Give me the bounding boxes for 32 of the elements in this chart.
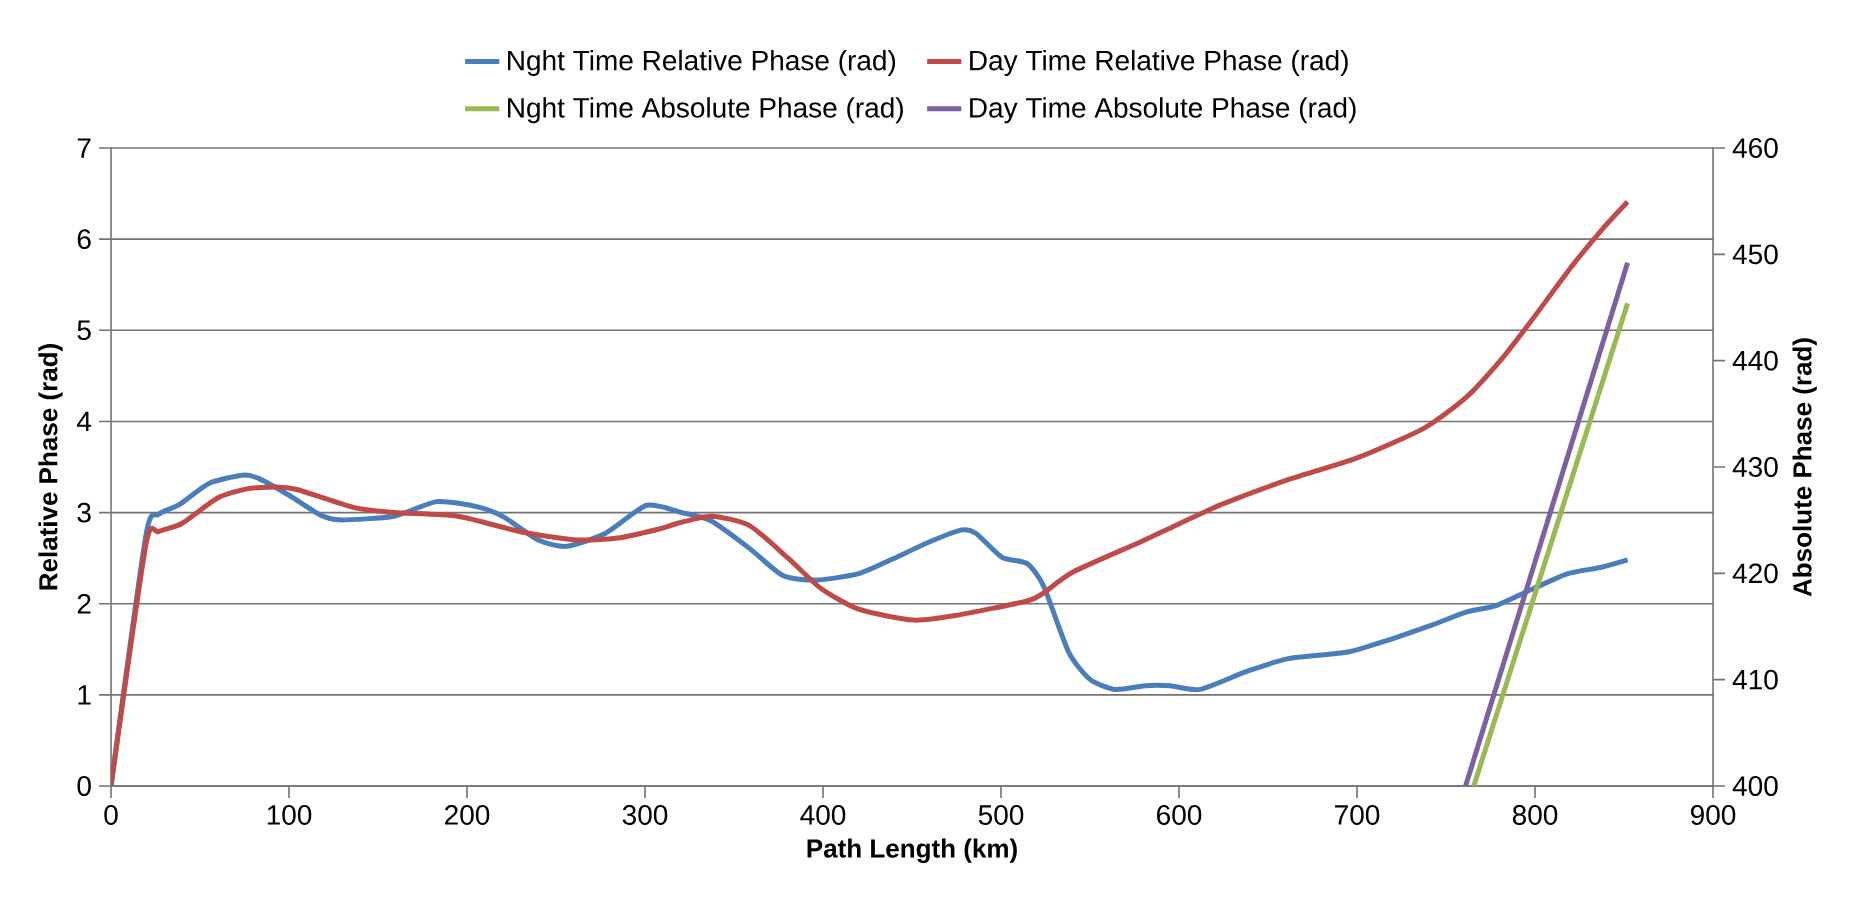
y-tick-label: 7: [77, 138, 91, 158]
x-tick-label: 700: [1335, 805, 1380, 825]
y-tick-label: 6: [77, 229, 91, 250]
y-tick-label: 1: [78, 685, 91, 705]
x-tick-label: 600: [1157, 805, 1202, 825]
y2-tick-label: 440: [1732, 350, 1778, 371]
y2-tick-label: 400: [1732, 776, 1778, 796]
x-tick-label: 900: [1690, 805, 1736, 825]
y2-tick-label: 460: [1732, 138, 1778, 158]
x-axis-title: Path Length (km): [807, 838, 1017, 863]
x-tick-label: 500: [978, 805, 1024, 825]
y2-axis-title: Absolute Phase (rad): [1792, 338, 1817, 597]
y-axis-title: Relative Phase (rad): [38, 344, 63, 590]
y2-tick-label: 420: [1732, 563, 1778, 584]
x-tick-label: 0: [104, 805, 118, 825]
y2-tick-label: 410: [1732, 669, 1778, 690]
x-tick-label: 800: [1512, 805, 1558, 825]
y-tick-label: 0: [77, 776, 91, 796]
x-tick-label: 200: [445, 805, 490, 825]
y-tick-label: 2: [77, 593, 91, 614]
y-tick-label: 3: [77, 502, 91, 523]
legend-label: Day Time Absolute Phase (rad): [970, 97, 1356, 124]
x-tick-label: 300: [622, 805, 668, 825]
legend-label: Nght Time Absolute Phase (rad): [508, 97, 903, 124]
x-tick-label: 400: [800, 805, 846, 825]
y-tick-label: 5: [77, 320, 91, 341]
y2-tick-label: 430: [1732, 457, 1778, 477]
x-tick-label: 100: [267, 805, 312, 825]
legend-label: Day Time Relative Phase (rad): [970, 49, 1348, 76]
legend-label: Nght Time Relative Phase (rad): [508, 49, 896, 76]
y-tick-label: 4: [76, 411, 92, 432]
y2-tick-label: 450: [1732, 244, 1778, 265]
